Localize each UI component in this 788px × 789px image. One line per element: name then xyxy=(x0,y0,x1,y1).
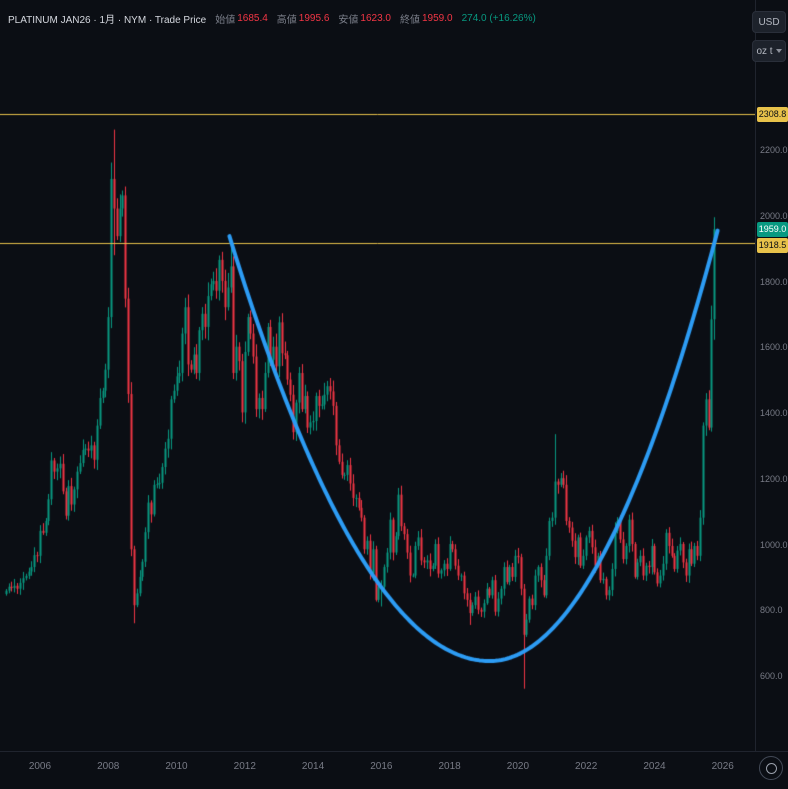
time-tick-label: 2026 xyxy=(711,761,734,772)
time-tick-label: 2022 xyxy=(575,761,598,772)
scale-settings: USD oz t xyxy=(752,11,786,62)
price-tick-label: 1400.0 xyxy=(760,408,788,419)
symbol-title[interactable]: PLATINUM JAN26 · 1月 · NYM · Trade Price xyxy=(8,15,207,26)
close-value: 1959.0 xyxy=(421,13,453,24)
time-tick-label: 2010 xyxy=(165,761,188,772)
ohlc-low: 安値 1623.0 xyxy=(338,11,391,26)
price-tick-label: 800.0 xyxy=(760,605,783,616)
price-tick-label: 2200.0 xyxy=(760,145,788,155)
quick-action-button[interactable] xyxy=(759,756,783,780)
unit-label: oz t xyxy=(756,45,773,57)
level-price-badge: 2308.8 xyxy=(757,106,788,122)
level-price-badge: 1918.5 xyxy=(757,237,788,253)
open-value: 1685.4 xyxy=(237,13,268,24)
time-axis[interactable]: 2006 2008 2010 2012 2014 2016 2018 2020 2022 2024… xyxy=(0,751,788,789)
ohlc-high: 高値 1995.6 xyxy=(277,11,330,26)
unit-button[interactable]: oz t xyxy=(752,40,786,62)
ohlc-close: 終値 1959.0 xyxy=(400,11,453,26)
low-value: 1623.0 xyxy=(360,13,391,24)
time-tick-label: 2018 xyxy=(438,761,461,772)
close-label: 終値 xyxy=(399,15,420,26)
currency-button[interactable]: USD xyxy=(752,11,786,33)
price-axis[interactable]: 2200.0 2000.0 1800.0 1600.0 1400.0 1200.0 1000… xyxy=(755,0,788,751)
price-tick-label: 1600.0 xyxy=(760,342,788,353)
price-tick-label: 600.0 xyxy=(760,671,783,682)
time-tick-label: 2016 xyxy=(370,761,393,772)
open-label: 始値 xyxy=(215,15,236,26)
high-value: 1995.6 xyxy=(298,13,330,24)
ohlc-open: 始値 1685.4 xyxy=(215,11,268,26)
last-price-badge: 1959.0 xyxy=(757,221,788,237)
low-label: 安値 xyxy=(338,15,359,26)
price-chart-canvas[interactable] xyxy=(0,0,755,751)
price-tick-label: 1000.0 xyxy=(760,539,788,550)
time-tick-label: 2024 xyxy=(643,761,666,772)
time-tick-label: 2012 xyxy=(233,761,256,772)
chart-legend: PLATINUM JAN26 · 1月 · NYM · Trade Price … xyxy=(8,11,536,26)
high-label: 高値 xyxy=(276,15,297,26)
time-tick-label: 2006 xyxy=(28,761,52,772)
change-value: 274.0 (+16.26%) xyxy=(461,13,536,24)
circle-dot-icon xyxy=(765,762,777,774)
price-tick-label: 1800.0 xyxy=(760,276,788,287)
price-tick-label: 2000.0 xyxy=(760,210,788,221)
time-tick-label: 2008 xyxy=(97,761,120,772)
price-tick-label: 1200.0 xyxy=(760,473,788,484)
time-tick-label: 2020 xyxy=(506,761,530,772)
time-tick-label: 2014 xyxy=(301,761,325,772)
chevron-down-icon xyxy=(775,49,782,53)
